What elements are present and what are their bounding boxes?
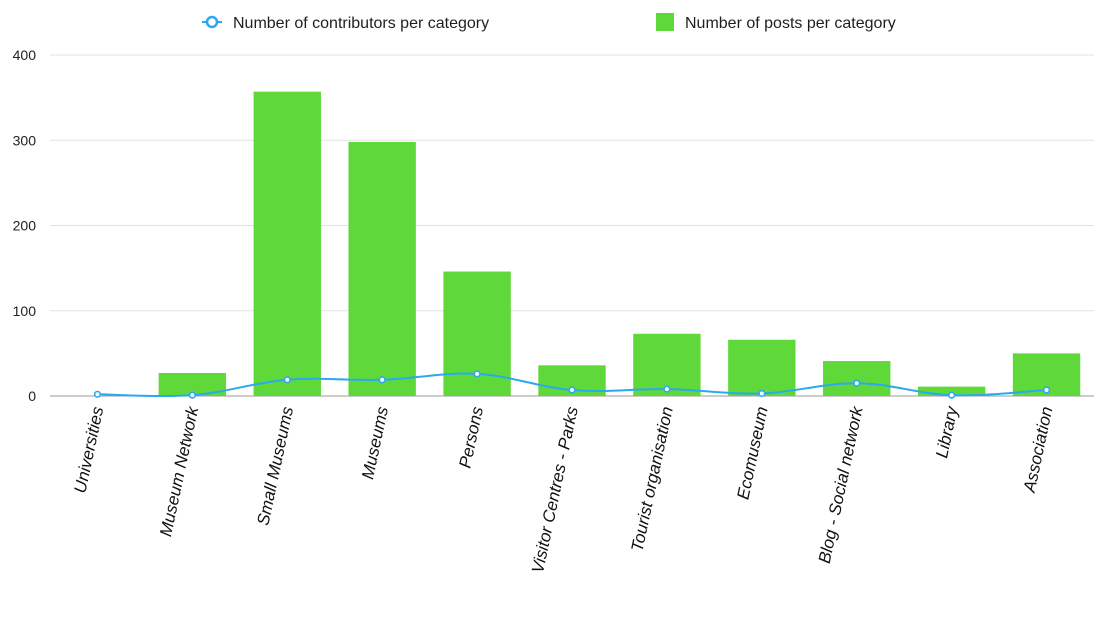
x-tick-label: Small Museums <box>253 404 297 527</box>
bar-posts <box>823 361 891 396</box>
legend-label-contributors: Number of contributors per category <box>233 15 489 32</box>
x-tick-label: Ecomuseum <box>734 405 772 501</box>
bar-series <box>158 91 1081 396</box>
legend-label-posts: Number of posts per category <box>685 15 896 32</box>
point-contributors <box>473 370 481 378</box>
y-tick-label: 100 <box>13 303 37 319</box>
point-contributors <box>948 391 956 399</box>
bar-posts <box>253 91 321 396</box>
x-tick-label: Visitor Centres - Parks <box>528 404 582 574</box>
x-tick-label: Museum Network <box>156 403 202 538</box>
legend-swatch-posts <box>656 13 674 31</box>
x-tick-label: Blog - Social network <box>815 403 867 565</box>
x-tick-label: Universities <box>71 404 108 494</box>
legend-item-contributors: Number of contributors per category <box>202 15 489 32</box>
line-series <box>93 370 1051 399</box>
x-tick-label: Tourist organisation <box>628 405 677 553</box>
legend-circle-marker <box>205 15 219 29</box>
bar-posts <box>348 141 416 396</box>
y-axis: 0 100 200 300 400 <box>13 47 37 404</box>
point-contributors <box>93 390 102 398</box>
x-tick-label: Persons <box>455 404 487 469</box>
point-contributors <box>283 376 291 384</box>
y-tick-label: 0 <box>28 388 36 404</box>
y-tick-label: 300 <box>13 132 37 148</box>
point-contributors <box>758 389 766 398</box>
x-axis: Universities Museum Network Small Museums M… <box>71 403 1057 574</box>
legend: Number of contributors per category Numb… <box>202 13 896 32</box>
x-tick-label: Library <box>932 403 962 459</box>
bar-posts <box>158 372 227 396</box>
x-tick-label: Association <box>1020 405 1057 495</box>
y-tick-label: 200 <box>13 218 37 234</box>
legend-item-posts: Number of posts per category <box>656 13 896 32</box>
bar-posts <box>728 339 796 396</box>
point-contributors <box>1042 386 1051 394</box>
grid <box>50 54 1094 397</box>
point-contributors <box>853 379 861 387</box>
point-contributors <box>568 386 576 394</box>
point-contributors <box>378 376 386 384</box>
point-contributors <box>663 385 671 393</box>
point-contributors <box>188 391 196 399</box>
y-tick-label: 400 <box>13 47 37 63</box>
bar-posts <box>917 386 986 396</box>
x-tick-label: Museums <box>358 404 392 481</box>
